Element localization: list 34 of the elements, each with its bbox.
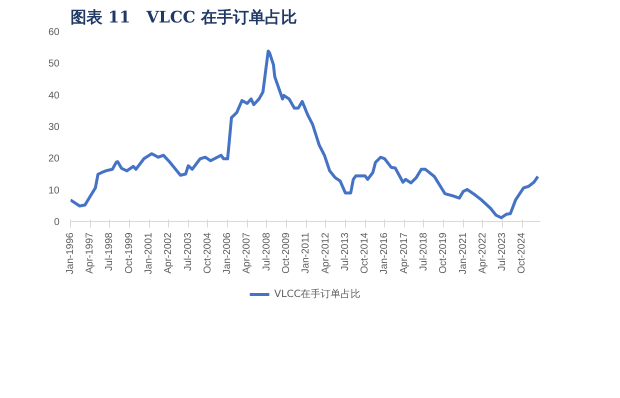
x-tick-label: Apr-2022 [477, 232, 488, 274]
x-tick-label: Apr-2017 [398, 232, 410, 274]
x-tick-label: Apr-2012 [320, 232, 332, 274]
x-tick-label: Jul-1998 [104, 232, 116, 271]
y-tick-label: 50 [48, 58, 60, 70]
x-tick-label: Jan-2001 [144, 232, 155, 274]
y-tick-label: 0 [54, 217, 60, 228]
x-tick-label: Oct-1999 [124, 232, 135, 274]
x-tick-label: Jan-2021 [458, 232, 469, 274]
x-tick-label: Jul-2013 [340, 232, 351, 271]
x-tick-label: Jul-2003 [182, 232, 194, 271]
x-tick-label: Oct-2004 [202, 232, 214, 274]
x-tick-label: Apr-2007 [242, 232, 253, 274]
y-tick-label: 40 [48, 90, 60, 102]
x-tick-label: Jan-1996 [65, 232, 76, 274]
x-tick-label: Jan-2011 [300, 232, 312, 274]
x-tick-label: Jul-2018 [418, 232, 430, 271]
y-tick-label: 10 [48, 185, 60, 196]
x-tick-label: Jul-2008 [261, 232, 272, 271]
x-tick-label: Oct-2024 [516, 232, 528, 274]
x-tick-label: Jan-2016 [379, 232, 390, 274]
y-tick-label: 20 [48, 154, 60, 165]
y-tick-label: 30 [48, 122, 60, 133]
x-tick-label: Jul-2023 [496, 232, 508, 271]
x-tick-label: Jan-2006 [222, 232, 234, 274]
x-tick-label: Apr-2002 [163, 232, 174, 274]
x-tick-label: Oct-2014 [360, 232, 371, 274]
chart-title: 图表 11 VLCC 在手订单占比 [70, 8, 298, 26]
y-tick-label: 60 [48, 27, 60, 38]
x-tick-label: Oct-2009 [281, 232, 292, 274]
line-series [70, 50, 540, 220]
x-tick-label: Apr-1997 [84, 232, 96, 274]
x-tick-label: Oct-2019 [438, 232, 450, 274]
legend-label: VLCC在手订单占比 [274, 288, 361, 301]
